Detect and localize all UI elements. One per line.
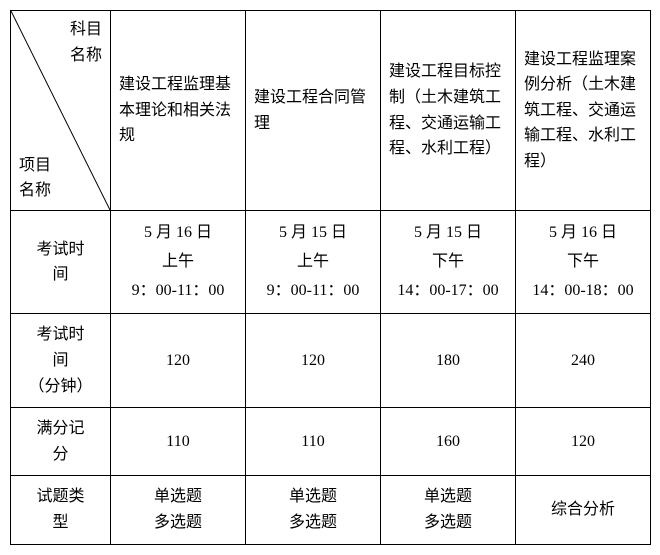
column-header-1: 建设工程监理基本理论和相关法规: [111, 11, 246, 211]
item-label-line1: 项目: [19, 157, 51, 174]
cell-duration-1: 120: [111, 314, 246, 408]
cell-qtype-3: 单选题 多选题: [381, 476, 516, 544]
diagonal-bottom-label: 项目 名称: [19, 153, 51, 204]
exam-schedule-table: 科目 名称 项目 名称 建设工程监理基本理论和相关法规 建设工程合同管理 建设工…: [10, 10, 651, 545]
cell-time-4: 5 月 16 日 下午 14：00-18：00: [516, 211, 651, 314]
cell-duration-2: 120: [246, 314, 381, 408]
cell-time-2: 5 月 15 日 上午 9：00-11：00: [246, 211, 381, 314]
cell-time-3: 5 月 15 日 下午 14：00-17：00: [381, 211, 516, 314]
full-score-row: 满分记分 110 110 160 120: [11, 408, 651, 476]
diagonal-top-label: 科目 名称: [70, 17, 102, 68]
row-label-exam-time: 考试时间: [11, 211, 111, 314]
row-label-duration: 考试时间（分钟）: [11, 314, 111, 408]
column-header-3: 建设工程目标控制（土木建筑工程、交通运输工程、水利工程）: [381, 11, 516, 211]
duration-row: 考试时间（分钟） 120 120 180 240: [11, 314, 651, 408]
cell-qtype-1: 单选题 多选题: [111, 476, 246, 544]
exam-time-row: 考试时间 5 月 16 日 上午 9：00-11：00 5 月 15 日 上午 …: [11, 211, 651, 314]
subject-label-line1: 科目: [70, 21, 102, 38]
header-row: 科目 名称 项目 名称 建设工程监理基本理论和相关法规 建设工程合同管理 建设工…: [11, 11, 651, 211]
cell-qtype-2: 单选题 多选题: [246, 476, 381, 544]
cell-time-1: 5 月 16 日 上午 9：00-11：00: [111, 211, 246, 314]
row-label-question-type: 试题类型: [11, 476, 111, 544]
row-label-full-score: 满分记分: [11, 408, 111, 476]
question-type-row: 试题类型 单选题 多选题 单选题 多选题 单选题 多选题 综合分析: [11, 476, 651, 544]
column-header-4: 建设工程监理案例分析（土木建筑工程、交通运输工程、水利工程）: [516, 11, 651, 211]
column-header-2: 建设工程合同管理: [246, 11, 381, 211]
cell-qtype-4: 综合分析: [516, 476, 651, 544]
item-label-line2: 名称: [19, 182, 51, 199]
cell-score-4: 120: [516, 408, 651, 476]
cell-score-2: 110: [246, 408, 381, 476]
subject-label-line2: 名称: [70, 47, 102, 64]
cell-score-1: 110: [111, 408, 246, 476]
cell-score-3: 160: [381, 408, 516, 476]
cell-duration-4: 240: [516, 314, 651, 408]
diagonal-header-cell: 科目 名称 项目 名称: [11, 11, 111, 211]
cell-duration-3: 180: [381, 314, 516, 408]
